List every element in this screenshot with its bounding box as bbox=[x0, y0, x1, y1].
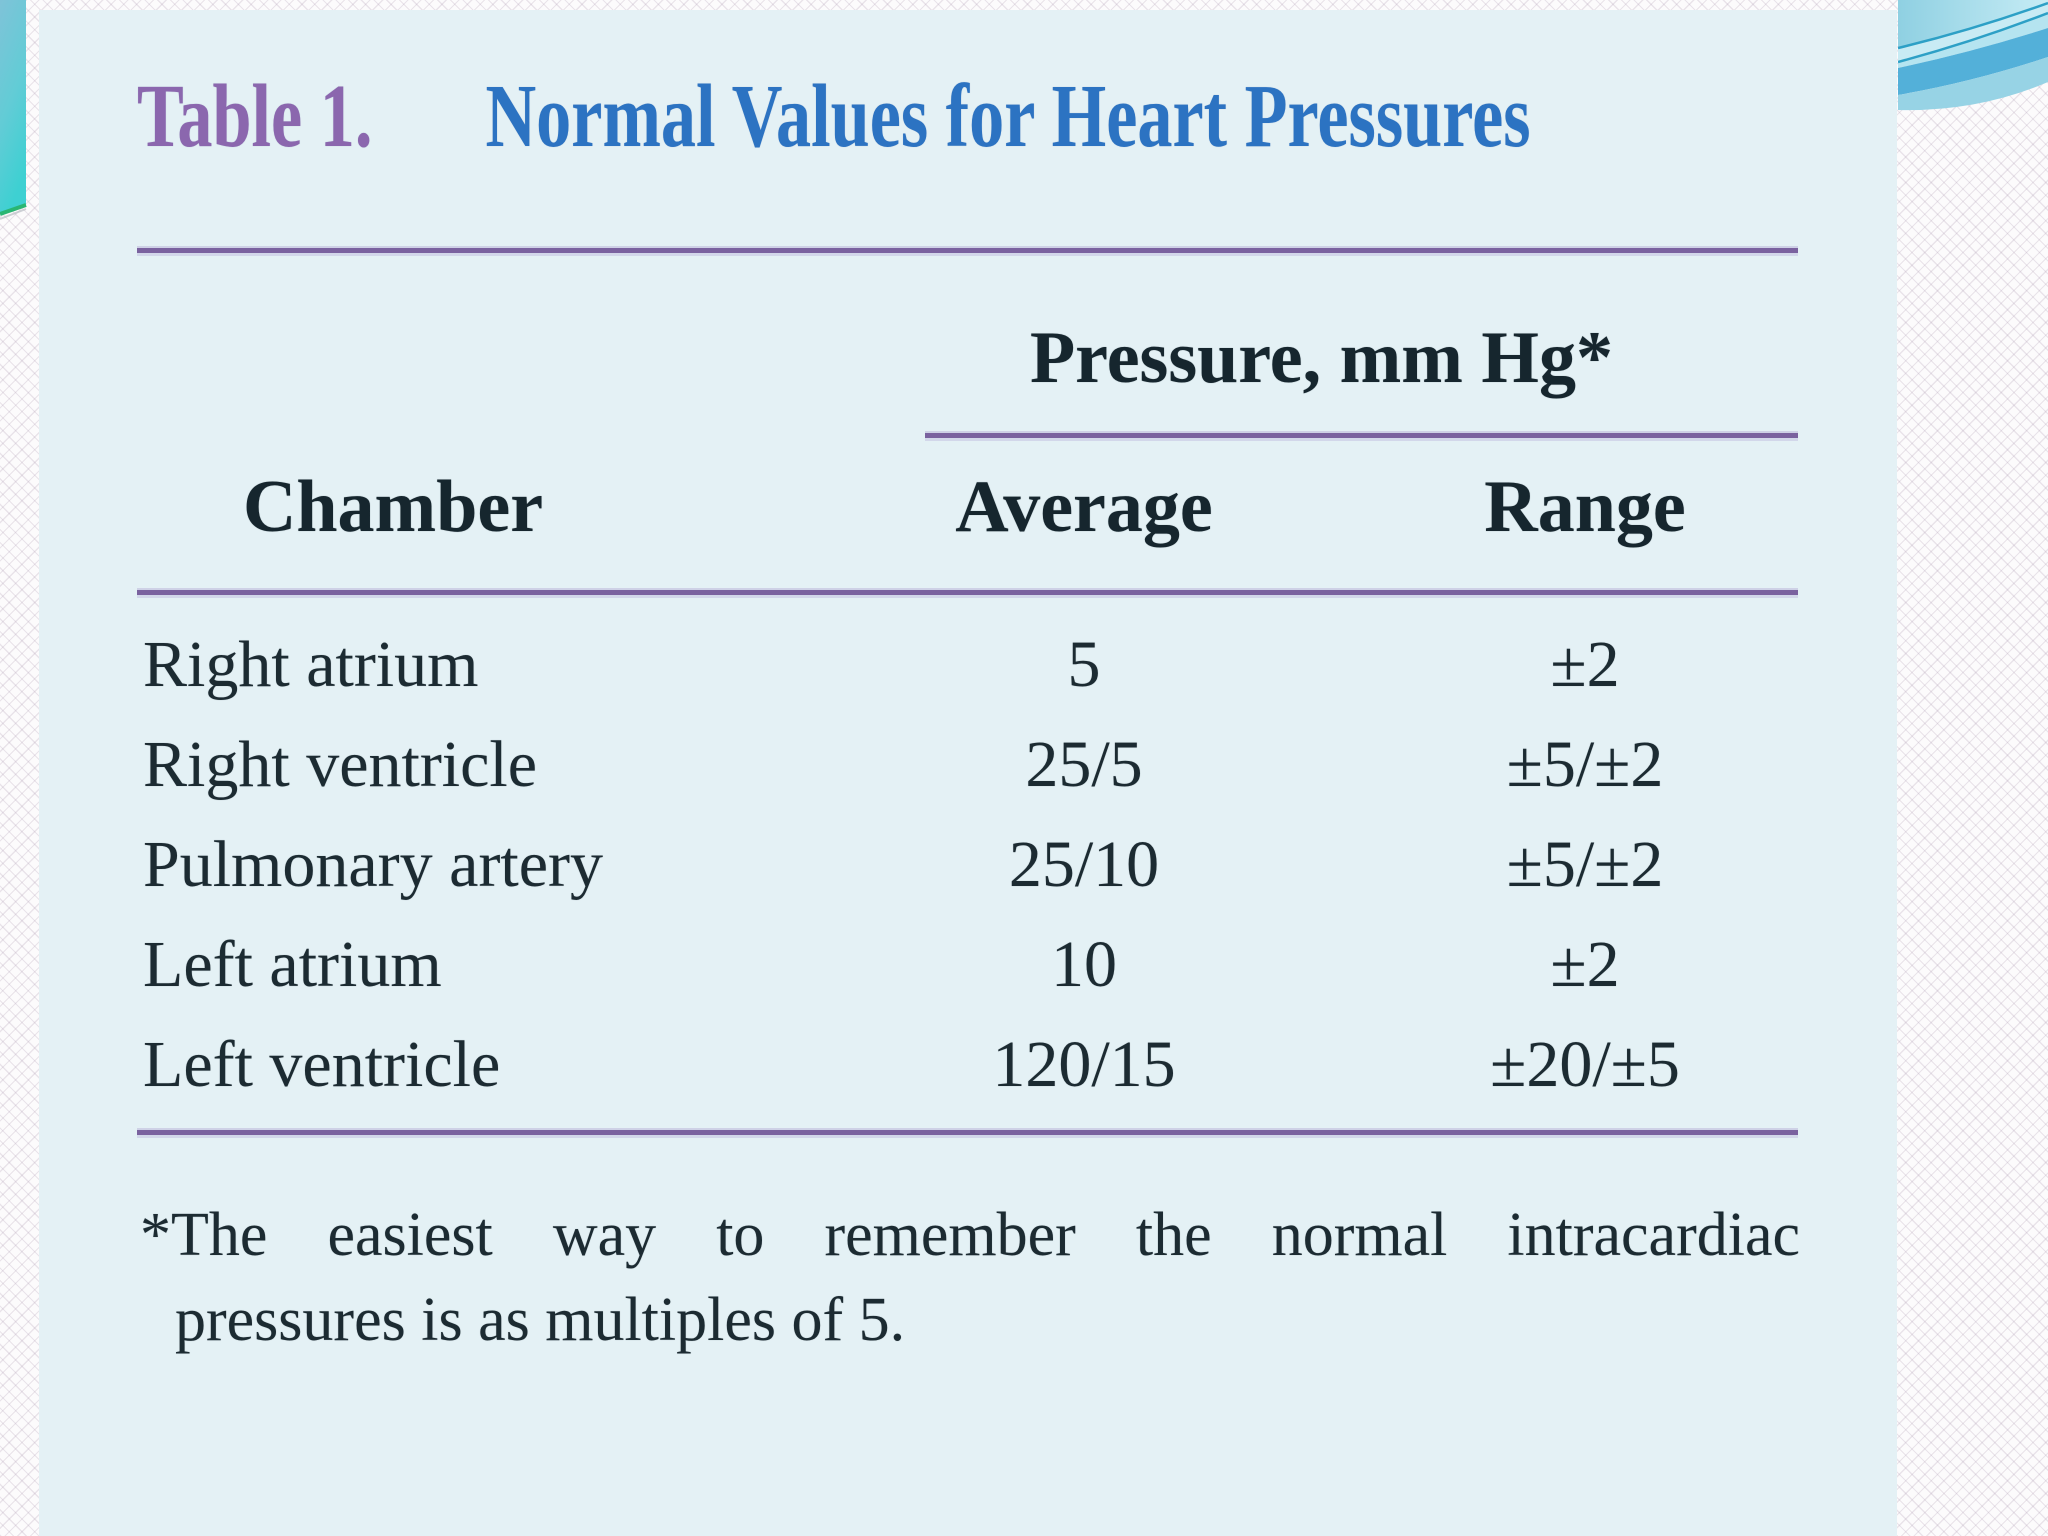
cell-chamber: Pulmonary artery bbox=[143, 828, 604, 901]
pressure-group-header: Pressure, mm Hg* bbox=[1029, 317, 1613, 399]
cell-average: 10 bbox=[1051, 928, 1117, 1001]
table-panel: Table 1. Normal Values for Heart Pressure… bbox=[39, 10, 1897, 1536]
divider-under-headers bbox=[137, 590, 1798, 595]
table-title: Table 1. Normal Values for Heart Pressure… bbox=[137, 67, 1531, 167]
cell-average: 25/5 bbox=[1025, 728, 1143, 801]
table-row: Right atrium 5 ±2 bbox=[39, 615, 1897, 715]
table-row: Pulmonary artery 25/10 ±5/±2 bbox=[39, 815, 1897, 915]
divider-bottom bbox=[137, 1130, 1798, 1135]
cell-range: ±2 bbox=[1550, 928, 1620, 1001]
table-row: Right ventricle 25/5 ±5/±2 bbox=[39, 715, 1897, 815]
table-row: Left ventricle 120/15 ±20/±5 bbox=[39, 1015, 1897, 1115]
cell-chamber: Left atrium bbox=[143, 928, 442, 1001]
column-header-average: Average bbox=[955, 466, 1213, 548]
cell-range: ±5/±2 bbox=[1506, 728, 1664, 801]
cell-range: ±2 bbox=[1550, 628, 1620, 701]
cell-average: 5 bbox=[1067, 628, 1101, 701]
cell-chamber: Right atrium bbox=[143, 628, 479, 701]
top-right-swoosh-decoration bbox=[1898, 0, 2048, 111]
cell-range: ±20/±5 bbox=[1490, 1028, 1680, 1101]
table-title-text: Normal Values for Heart Pressures bbox=[485, 67, 1531, 166]
table-number-label: Table 1. bbox=[137, 67, 373, 166]
divider-under-group-header bbox=[925, 433, 1798, 438]
column-header-chamber: Chamber bbox=[242, 466, 544, 548]
cell-average: 25/10 bbox=[1008, 828, 1160, 901]
column-header-range: Range bbox=[1484, 466, 1686, 548]
footnote-line-1: *The easiest way to remember the normal … bbox=[140, 1201, 1800, 1269]
divider-top bbox=[137, 248, 1798, 253]
table-body: Right atrium 5 ±2 Right ventricle 25/5 ±… bbox=[39, 615, 1897, 1115]
cell-range: ±5/±2 bbox=[1506, 828, 1664, 901]
cell-average: 120/15 bbox=[992, 1028, 1176, 1101]
footnote-line-2: pressures is as multiples of 5. bbox=[175, 1286, 906, 1354]
cell-chamber: Right ventricle bbox=[143, 728, 538, 801]
table-row: Left atrium 10 ±2 bbox=[39, 915, 1897, 1015]
left-swoosh-decoration bbox=[0, 0, 27, 220]
cell-chamber: Left ventricle bbox=[143, 1028, 501, 1101]
